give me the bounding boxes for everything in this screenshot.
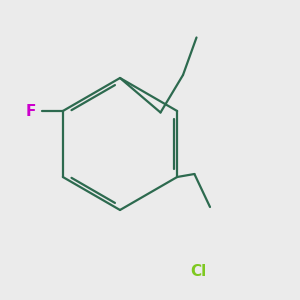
Text: F: F xyxy=(26,103,36,118)
Text: Cl: Cl xyxy=(190,264,206,279)
